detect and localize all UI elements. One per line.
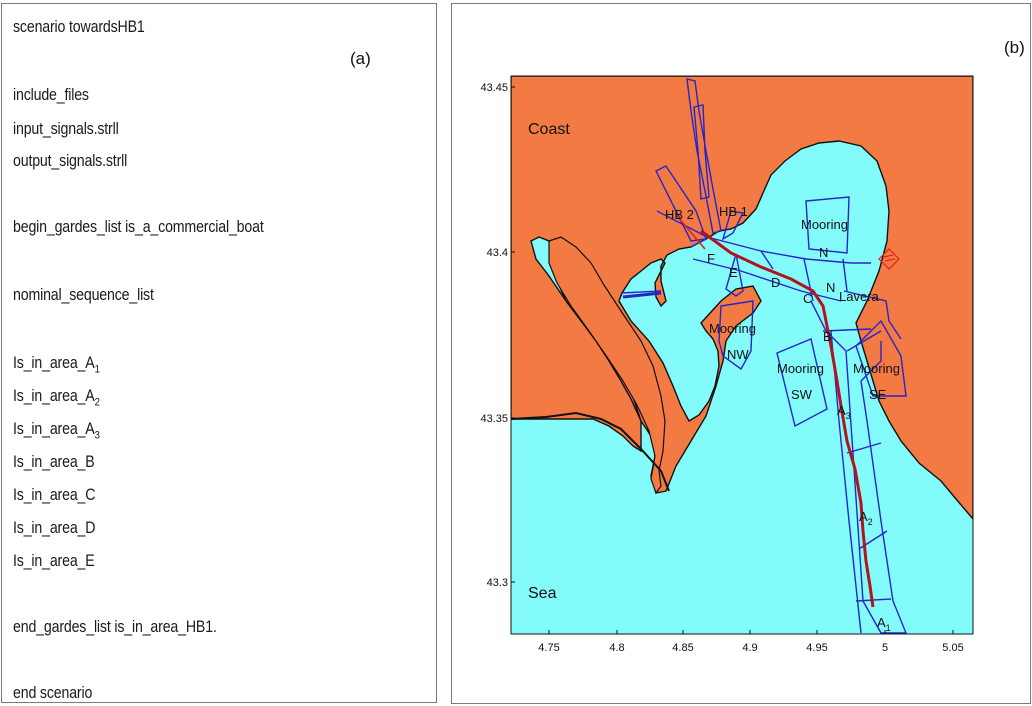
scenario-line-a1: Is_in_area_A1 (13, 354, 100, 376)
label-hb2: HB 2 (665, 207, 694, 222)
label-e: E (729, 265, 738, 280)
vessel-trajectory (700, 229, 875, 608)
x-tick-4-8: 4.8 (609, 642, 624, 654)
harbour-map: (b) (480, 38, 1025, 654)
label-lavera: Lavera (839, 289, 880, 304)
scenario-line-d: Is_in_area_D (13, 519, 96, 537)
label-coast: Coast (528, 121, 570, 138)
x-tick-5-05: 5.05 (942, 642, 963, 654)
y-tick-43-45: 43.45 (480, 82, 508, 94)
scenario-line-title: scenario towardsHB1 (13, 18, 145, 36)
x-tick-4-75: 4.75 (538, 642, 559, 654)
label-mooring-n-sub: N (819, 245, 828, 260)
coast-land (511, 76, 973, 521)
scenario-line-include: include_files (13, 86, 89, 104)
label-b: B (823, 329, 832, 344)
scenario-panel: (a) scenario towardsHB1 include_files in… (1, 3, 437, 703)
label-a3: A3 (837, 403, 851, 421)
label-n: N (826, 280, 835, 295)
label-hb1: HB 1 (719, 204, 748, 219)
y-tick-43-4: 43.4 (487, 247, 508, 259)
label-d: D (771, 275, 780, 290)
scenario-line-end-gardes: end_gardes_list is_in_area_HB1. (13, 618, 217, 636)
scenario-line-e: Is_in_area_E (13, 552, 95, 570)
panel-b-tag: (b) (1004, 38, 1025, 57)
x-tick-4-95: 4.95 (806, 642, 827, 654)
breakwater-mark (622, 291, 662, 299)
scenario-line-a2: Is_in_area_A2 (13, 387, 100, 409)
coast-shadow (511, 411, 670, 492)
scenario-line-nominal: nominal_sequence_list (13, 286, 154, 304)
y-tick-43-3: 43.3 (487, 577, 508, 589)
x-tick-4-9: 4.9 (742, 642, 757, 654)
label-a2: A2 (859, 509, 873, 527)
label-mooring-sw: Mooring (777, 361, 824, 376)
panel-a-tag: (a) (350, 49, 371, 68)
scenario-line-end: end scenario (13, 684, 93, 702)
hb2-mark (676, 215, 706, 250)
label-sea: Sea (528, 585, 557, 602)
scenario-line-begin: begin_gardes_list is_a_commercial_boat (13, 218, 264, 236)
scenario-line-a3: Is_in_area_A3 (13, 420, 100, 442)
x-tick-5: 5 (882, 642, 888, 654)
label-mooring-se: Mooring (853, 361, 900, 376)
y-tick-43-35: 43.35 (480, 413, 508, 425)
label-mooring-sw-sub: SW (791, 387, 813, 402)
scenario-line-c: Is_in_area_C (13, 486, 96, 504)
label-mooring-n: Mooring (801, 217, 848, 232)
label-mooring-se-sub: SE (869, 387, 887, 402)
label-c: C (803, 291, 812, 306)
spit-land (548, 236, 666, 495)
label-a1: A1 (877, 615, 891, 633)
red-marker (878, 248, 900, 270)
scenario-line-output: output_signals.strll (13, 152, 128, 170)
label-mooring-nw: Mooring (709, 321, 756, 336)
scenario-line-b: Is_in_area_B (13, 453, 95, 471)
map-panel: (b) (451, 3, 1031, 704)
map-frame (510, 75, 974, 635)
label-f: F (707, 251, 715, 266)
label-mooring-nw-sub: NW (727, 347, 749, 362)
x-tick-4-85: 4.85 (672, 642, 693, 654)
scenario-line-input: input_signals.strll (13, 120, 119, 138)
